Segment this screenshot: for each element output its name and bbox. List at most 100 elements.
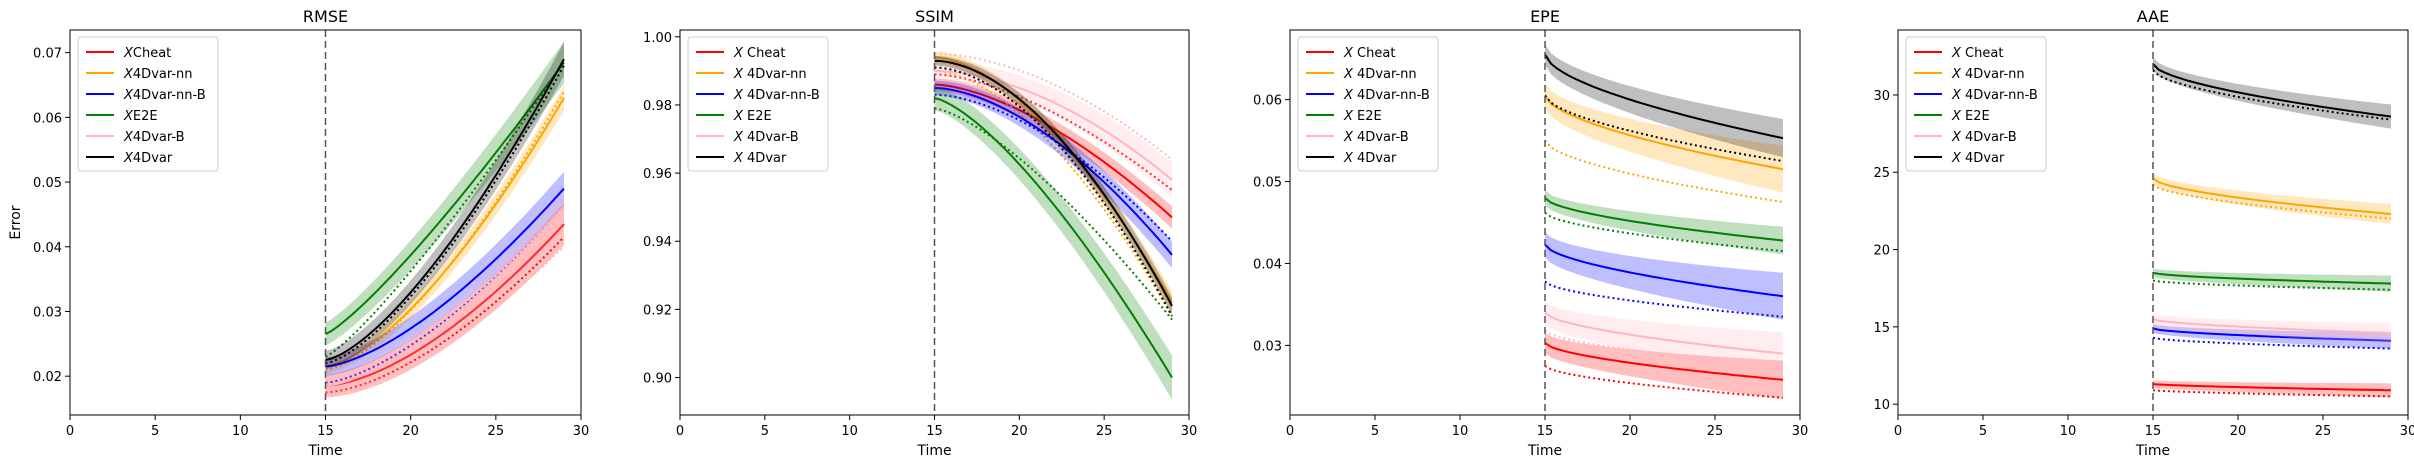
series-band	[1545, 82, 1783, 193]
y-tick-label: 0.03	[33, 305, 62, 320]
y-tick-label: 25	[1873, 166, 1890, 181]
x-tick-label: 10	[1452, 424, 1469, 439]
y-tick-label: 0.06	[1253, 94, 1282, 109]
x-tick-label: 20	[1011, 424, 1028, 439]
series-5	[1544, 44, 1784, 163]
legend-box	[77, 36, 219, 172]
series-line	[934, 69, 1173, 181]
x-axis-label: Time	[307, 443, 342, 459]
legend-label: X4Dvar-nn-B	[123, 88, 206, 103]
x-tick-label: 30	[1181, 424, 1198, 439]
chart-title: EPE	[1530, 7, 1560, 26]
x-tick-label: 15	[1537, 424, 1554, 439]
legend-label: X 4Dvar-B	[733, 130, 799, 145]
series-band	[1545, 301, 1783, 375]
series-3	[934, 86, 1173, 400]
legend-box	[1905, 36, 2047, 172]
series-line	[2152, 383, 2392, 392]
series-dotted-line	[325, 207, 565, 384]
x-tick-label: 30	[573, 424, 590, 439]
chart-panel-ssim: SSIM 0 5 10 15 20 25 30 Time 0.90 0.92 0.94 0.96 0.98…	[643, 7, 1197, 459]
y-tick-label: 0.92	[643, 303, 672, 318]
x-tick-label: 25	[1096, 424, 1113, 439]
series-dotted-line	[934, 93, 1173, 242]
series-dotted-line	[1544, 94, 1784, 163]
series-line	[325, 58, 565, 361]
legend-label: X 4Dvar-nn	[733, 67, 807, 82]
series-dotted-line	[325, 236, 565, 394]
series-line	[934, 86, 1173, 256]
legend-label: X 4Dvar	[1343, 151, 1397, 166]
legend: X Cheat X 4Dvar-nn X 4Dvar-nn-B X E2E X 4Dva…	[687, 36, 829, 172]
legend-box	[1297, 36, 1439, 172]
chart-title: AAE	[2137, 7, 2169, 26]
series-line	[2152, 318, 2392, 335]
chart-title: RMSE	[303, 7, 348, 26]
x-tick-label: 20	[1622, 424, 1639, 439]
series-band	[325, 191, 564, 395]
series-band	[1545, 190, 1783, 255]
series-line	[1544, 342, 1784, 381]
series-line	[2152, 63, 2392, 118]
series-2	[2152, 324, 2392, 350]
legend-label: X4Dvar-B	[123, 130, 185, 145]
series-line	[325, 223, 565, 387]
series-1	[1544, 82, 1784, 203]
y-tick-label: 20	[1873, 244, 1890, 259]
series-dotted-line	[934, 73, 1173, 191]
legend-box	[687, 36, 829, 172]
series-dotted-line	[934, 66, 1173, 317]
x-tick-label: 5	[151, 424, 159, 439]
x-tick-label: 15	[317, 424, 334, 439]
y-tick-label: 0.05	[1253, 176, 1282, 191]
series-band	[325, 171, 564, 376]
series-2	[934, 80, 1173, 269]
series-line	[1544, 94, 1784, 171]
y-tick-label: 0.03	[1253, 339, 1282, 354]
y-tick-label: 0.96	[643, 167, 672, 182]
series-line	[934, 97, 1173, 379]
legend: X Cheat X 4Dvar-nn X 4Dvar-nn-B X E2E X 4Dva…	[1905, 36, 2047, 172]
legend-label: XE2E	[123, 109, 158, 124]
series-line	[325, 61, 565, 335]
x-tick-label: 30	[1792, 424, 1809, 439]
legend-label: X 4Dvar-nn-B	[1951, 88, 2038, 103]
legend-label: X Cheat	[1951, 46, 2003, 61]
series-4	[1544, 301, 1784, 375]
series-5	[2152, 57, 2392, 129]
x-tick-label: 0	[66, 424, 74, 439]
legend: X Cheat X 4Dvar-nn X 4Dvar-nn-B X E2E X 4Dva…	[1297, 36, 1439, 172]
series-5	[934, 55, 1173, 317]
chart-panel-epe: EPE 0 5 10 15 20 25 30 Time 0.03 0.04 0.05 0.06 X Che…	[1253, 7, 1808, 459]
legend-label: X 4Dvar	[1951, 151, 2005, 166]
series-line	[325, 187, 565, 368]
chart-panel-rmse: RMSE 0 5 10 15 20 25 30 Time 0.02 0.03 0.04 0.05 0.06…	[8, 7, 589, 459]
y-tick-label: 0.06	[33, 111, 62, 126]
series-2	[325, 171, 565, 384]
legend-label: XCheat	[123, 46, 171, 61]
y-tick-label: 0.02	[33, 370, 62, 385]
legend-label: X Cheat	[1343, 46, 1395, 61]
series-line	[2152, 177, 2392, 215]
y-axis-label: Error	[8, 205, 24, 239]
x-axis-label: Time	[1527, 443, 1562, 459]
y-tick-label: 0.98	[643, 99, 672, 114]
y-tick-label: 0.94	[643, 235, 672, 250]
legend-label: X 4Dvar-nn-B	[733, 88, 820, 103]
x-axis-label: Time	[916, 443, 951, 459]
series-dotted-line	[2152, 183, 2392, 220]
series-line	[934, 83, 1173, 219]
series-3	[324, 41, 565, 358]
series-1	[325, 85, 565, 374]
x-tick-label: 0	[1894, 424, 1902, 439]
series-2	[1544, 232, 1784, 320]
legend-label: X E2E	[1951, 109, 1990, 124]
series-4	[934, 52, 1173, 198]
series-line	[934, 59, 1173, 307]
series-band	[2153, 57, 2391, 129]
legend-label: X 4Dvar-nn	[1343, 67, 1417, 82]
series-dotted-line	[1544, 365, 1784, 399]
series-dotted-line	[934, 69, 1173, 317]
x-tick-label: 25	[488, 424, 505, 439]
series-band	[934, 78, 1172, 229]
